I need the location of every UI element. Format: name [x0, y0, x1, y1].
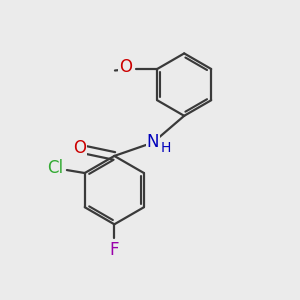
- Text: N: N: [147, 133, 159, 151]
- Text: Cl: Cl: [47, 159, 64, 177]
- Text: O: O: [73, 139, 86, 157]
- Text: H: H: [160, 141, 171, 155]
- Text: O: O: [119, 58, 132, 76]
- Text: F: F: [110, 241, 119, 259]
